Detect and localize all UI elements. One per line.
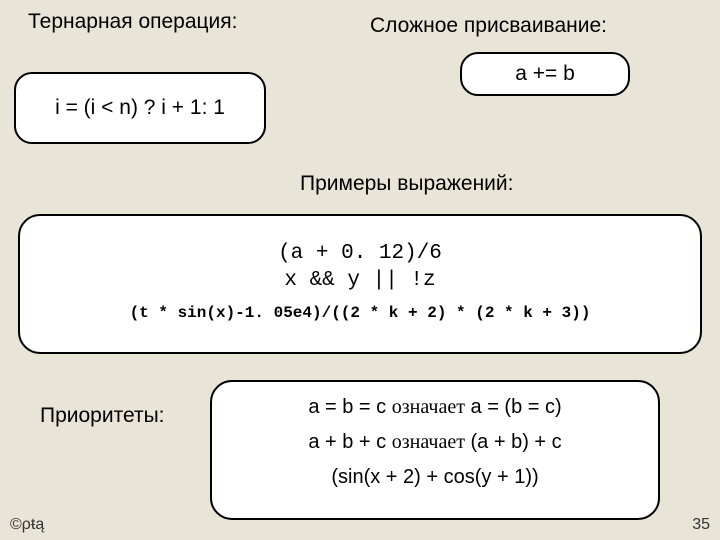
- example-line-2: x && y || !z: [30, 267, 690, 294]
- p2-post: (a + b) + c: [465, 431, 562, 453]
- page-number: 35: [692, 516, 710, 534]
- priority-line-3: (sin(x + 2) + cos(y + 1)): [331, 466, 538, 489]
- compound-heading: Сложное присваивание:: [370, 14, 607, 38]
- ternary-box: i = (i < n) ? i + 1: 1: [14, 72, 266, 144]
- copyright: ©ρŧą: [10, 516, 44, 534]
- p1-pre: a = b = c: [308, 396, 391, 418]
- priorities-heading: Приоритеты:: [40, 404, 165, 428]
- p2-pre: a + b + c: [308, 431, 391, 453]
- priority-line-2: a + b + c означает (a + b) + c: [308, 431, 561, 454]
- ternary-expr: i = (i < n) ? i + 1: 1: [55, 96, 225, 120]
- p2-word: означает: [392, 431, 465, 453]
- compound-box: a += b: [460, 52, 630, 96]
- examples-heading: Примеры выражений:: [300, 172, 513, 196]
- p1-word: означает: [392, 396, 465, 418]
- p1-post: a = (b = c): [465, 396, 562, 418]
- priority-line-1: a = b = c означает a = (b = c): [308, 396, 561, 419]
- example-line-1: (a + 0. 12)/6: [30, 240, 690, 267]
- ternary-heading: Тернарная операция:: [28, 10, 238, 34]
- priorities-box: a = b = c означает a = (b = c) a + b + c…: [210, 380, 660, 520]
- compound-expr: a += b: [515, 62, 575, 86]
- examples-box: (a + 0. 12)/6 x && y || !z (t * sin(x)-1…: [18, 214, 702, 354]
- example-line-3: (t * sin(x)-1. 05e4)/((2 * k + 2) * (2 *…: [30, 301, 690, 325]
